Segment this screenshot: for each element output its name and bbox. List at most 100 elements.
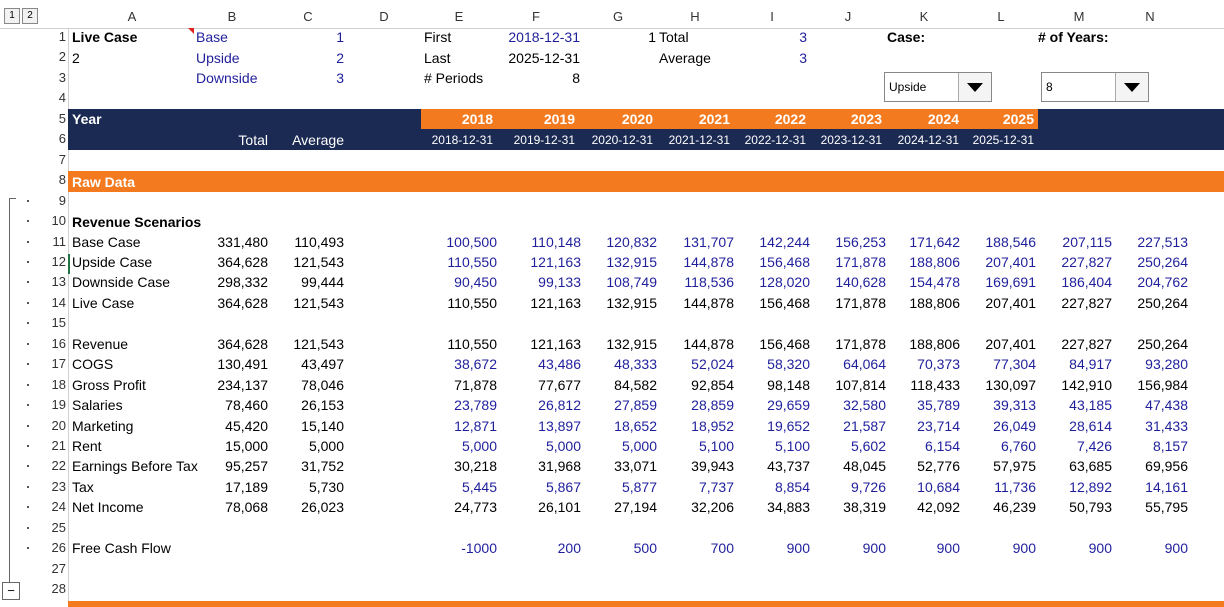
chevron-down-icon[interactable] [958, 73, 991, 101]
row-value[interactable]: 188,546 [985, 233, 1036, 250]
row-number[interactable]: 24 [51, 499, 66, 515]
row-value[interactable]: 107,814 [835, 376, 886, 393]
row-value[interactable]: 120,832 [606, 233, 657, 250]
row-value[interactable]: 100,500 [446, 233, 497, 250]
row-value[interactable]: 77,677 [538, 376, 581, 393]
row-value[interactable]: 93,280 [1145, 356, 1188, 373]
column-header-a[interactable]: A [127, 9, 137, 24]
row-value[interactable]: 900 [936, 540, 960, 557]
row-number[interactable]: 22 [51, 458, 66, 474]
collapse-group-button[interactable]: − [2, 582, 20, 600]
outline-level-1-button[interactable]: 1 [4, 8, 20, 24]
row-number[interactable]: 27 [51, 560, 66, 576]
row-value[interactable]: 29,659 [767, 397, 810, 414]
row-value[interactable]: 144,878 [683, 253, 734, 270]
row-value[interactable]: 188,806 [909, 335, 960, 352]
chevron-down-icon[interactable] [1115, 73, 1148, 101]
row-value[interactable]: 154,478 [909, 274, 960, 291]
row-value[interactable]: 52,776 [917, 458, 960, 475]
row-average[interactable]: 43,497 [301, 356, 344, 373]
column-header-g[interactable]: G [612, 9, 624, 24]
row-value[interactable]: 99,133 [538, 274, 581, 291]
row-label[interactable]: Rent [72, 438, 102, 454]
row-value[interactable]: 43,486 [538, 356, 581, 373]
row-value[interactable]: 38,672 [454, 356, 497, 373]
cell-c3[interactable]: 3 [336, 70, 344, 86]
cell-b1[interactable]: Base [196, 29, 228, 45]
row-average[interactable]: 5,000 [308, 438, 344, 454]
row-total[interactable]: 234,137 [217, 376, 268, 393]
row-value[interactable]: 144,878 [683, 335, 734, 352]
row-value[interactable]: 7,426 [1076, 438, 1112, 454]
row-value[interactable]: 110,550 [447, 294, 497, 311]
row-total[interactable]: 17,189 [225, 478, 268, 495]
row-value[interactable]: 39,943 [691, 458, 734, 475]
row-value[interactable]: 6,760 [1000, 438, 1036, 454]
row-value[interactable]: 200 [557, 540, 581, 557]
row-value[interactable]: 42,092 [917, 499, 960, 516]
row-average[interactable]: 121,543 [293, 335, 344, 352]
row-value[interactable]: 207,115 [1062, 233, 1112, 250]
row-value[interactable]: 118,536 [684, 274, 734, 291]
row-value[interactable]: 27,859 [614, 397, 657, 414]
row-value[interactable]: 90,450 [454, 274, 497, 291]
row-value[interactable]: 10,684 [917, 478, 960, 495]
column-header-h[interactable]: H [690, 9, 700, 24]
row-value[interactable]: 64,064 [843, 356, 886, 373]
row-value[interactable]: 57,975 [993, 458, 1036, 475]
row-total[interactable]: 45,420 [225, 417, 268, 434]
row-value[interactable]: 24,773 [454, 499, 497, 516]
row-number[interactable]: 20 [51, 417, 66, 433]
row-value[interactable]: 188,806 [909, 294, 960, 311]
row-total[interactable]: 364,628 [217, 253, 268, 270]
row-average[interactable]: 26,153 [301, 397, 344, 414]
cell-b2[interactable]: Upside [196, 50, 240, 66]
row-value[interactable]: 108,749 [606, 274, 657, 291]
row-value[interactable]: 52,024 [691, 356, 734, 373]
row-value[interactable]: 7,737 [698, 478, 734, 495]
column-header-d[interactable]: D [379, 9, 389, 24]
cell-e2[interactable]: Last [424, 50, 451, 66]
row-total[interactable]: 15,000 [225, 438, 268, 454]
row-value[interactable]: 169,691 [985, 274, 1036, 291]
row-value[interactable]: 50,793 [1069, 499, 1112, 516]
row-number[interactable]: 16 [51, 335, 66, 351]
row-total[interactable]: 78,460 [225, 397, 268, 414]
row-value[interactable]: 207,401 [985, 253, 1036, 270]
row-label[interactable]: Revenue [72, 335, 129, 352]
row-value[interactable]: 227,827 [1061, 253, 1112, 270]
case-dropdown[interactable]: Upside [884, 72, 992, 102]
row-label[interactable]: Marketing [72, 417, 134, 434]
row-value[interactable]: 156,984 [1137, 376, 1188, 393]
row-value[interactable]: 171,878 [835, 253, 886, 270]
row-value[interactable]: 900 [1012, 540, 1036, 557]
row-value[interactable]: 33,071 [614, 458, 657, 475]
row-value[interactable]: 144,878 [683, 294, 734, 311]
row-number[interactable]: 8 [58, 172, 66, 188]
row-value[interactable]: 132,915 [606, 335, 657, 352]
row-number[interactable]: 14 [51, 294, 66, 310]
row-value[interactable]: 131,707 [683, 233, 734, 250]
row-number[interactable]: 19 [51, 397, 66, 413]
row-label[interactable]: Gross Profit [72, 376, 146, 393]
row-value[interactable]: 31,968 [538, 458, 581, 475]
row-value[interactable]: 128,020 [759, 274, 810, 291]
row-value[interactable]: 156,468 [759, 294, 810, 311]
row-label[interactable]: Tax [72, 478, 94, 495]
row-average[interactable]: 78,046 [301, 376, 344, 393]
row-value[interactable]: 35,789 [917, 397, 960, 414]
row-value[interactable]: 8,854 [774, 478, 810, 495]
row-value[interactable]: 48,333 [614, 356, 657, 373]
cell-f1[interactable]: 2018-12-31 [508, 29, 580, 45]
row-total[interactable]: 95,257 [225, 458, 268, 475]
column-header-m[interactable]: M [1073, 9, 1085, 24]
row-value[interactable]: 250,264 [1137, 253, 1188, 270]
column-header-e[interactable]: E [454, 9, 464, 24]
row-number[interactable]: 28 [51, 581, 66, 597]
row-value[interactable]: 171,878 [835, 335, 886, 352]
cell-e1[interactable]: First [424, 29, 452, 45]
row-value[interactable]: 18,652 [614, 417, 657, 434]
row-value[interactable]: 77,304 [993, 356, 1036, 373]
row-value[interactable]: 13,897 [538, 417, 581, 434]
row-number[interactable]: 6 [58, 131, 66, 147]
